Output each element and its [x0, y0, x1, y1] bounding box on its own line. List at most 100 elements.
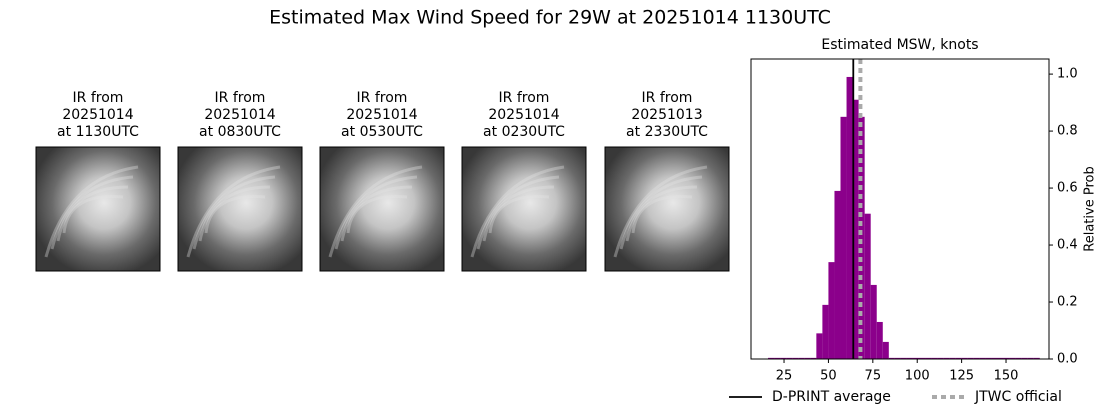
x-tick-label: 125	[949, 369, 974, 384]
image-label: IR from	[215, 90, 266, 106]
image-label: at 1130UTC	[57, 124, 139, 140]
ir-image	[177, 146, 303, 272]
bar	[1015, 357, 1022, 359]
bar	[888, 357, 895, 359]
bar	[1009, 357, 1016, 359]
bar	[937, 357, 944, 359]
cloud-band	[192, 175, 276, 250]
image-label: at 0530UTC	[341, 124, 423, 140]
cloud-band	[625, 185, 698, 242]
image-label: IR from	[499, 90, 550, 106]
bar	[1027, 357, 1034, 359]
bar	[840, 116, 847, 360]
bar	[846, 76, 853, 359]
bar	[876, 321, 883, 359]
ir-image	[604, 146, 730, 272]
bar	[780, 357, 787, 359]
bar	[991, 357, 998, 359]
bar	[925, 357, 932, 359]
bar	[1003, 357, 1010, 359]
bar	[955, 357, 962, 359]
bar	[828, 262, 835, 359]
bar	[858, 116, 865, 360]
bar	[1033, 357, 1040, 359]
cloud-band	[631, 194, 693, 234]
cloud-band	[470, 165, 565, 258]
ir-image	[35, 146, 161, 272]
image-label: IR from	[357, 90, 408, 106]
cloud-band	[346, 194, 408, 234]
ir-image	[319, 146, 445, 272]
bar	[882, 341, 889, 359]
y-tick-label: 0.2	[1057, 295, 1078, 310]
chart-title: Estimated MSW, knots	[821, 37, 978, 53]
bar	[973, 357, 980, 359]
cloud-band	[204, 194, 266, 234]
bar	[768, 357, 775, 359]
image-label: at 0230UTC	[483, 124, 565, 140]
bar	[979, 357, 986, 359]
x-tick-label: 100	[905, 369, 930, 384]
bar	[949, 357, 956, 359]
legend-label: JTWC official	[974, 389, 1062, 405]
bar	[912, 357, 920, 359]
bar	[919, 357, 926, 359]
cloud-band	[56, 185, 129, 242]
bar	[834, 190, 841, 359]
bar	[804, 357, 811, 359]
bar	[810, 357, 817, 359]
bar	[1021, 357, 1028, 359]
image-label: 20251013	[631, 107, 702, 123]
x-tick-label: 150	[994, 369, 1019, 384]
cloud-band	[186, 165, 281, 258]
y-tick-label: 0.4	[1057, 238, 1078, 253]
y-tick-label: 0.8	[1057, 124, 1078, 139]
image-label: 20251014	[488, 107, 559, 123]
legend-label: D-PRINT average	[772, 389, 891, 405]
bar	[900, 357, 907, 359]
bar	[870, 284, 877, 359]
bar	[864, 213, 871, 359]
image-label: 20251014	[62, 107, 133, 123]
bar	[774, 357, 781, 359]
cloud-band	[198, 185, 271, 242]
bar	[816, 333, 823, 359]
image-label: 20251014	[204, 107, 275, 123]
ir-image	[461, 146, 587, 272]
y-tick-label: 0.6	[1057, 181, 1078, 196]
cloud-band	[44, 165, 139, 258]
y-axis-label: Relative Prob	[1083, 166, 1098, 251]
bar	[852, 99, 859, 360]
y-tick-label: 0.0	[1057, 352, 1078, 367]
plot-frame	[750, 58, 1050, 360]
bar	[906, 357, 913, 359]
x-tick-label: 75	[865, 369, 882, 384]
cloud-band	[619, 175, 703, 250]
x-tick-label: 25	[776, 369, 793, 384]
bar	[985, 357, 992, 359]
cloud-band	[334, 175, 418, 250]
bar	[894, 357, 901, 359]
y-tick-label: 1.0	[1057, 67, 1078, 82]
cloud-band	[62, 194, 124, 234]
bar	[961, 357, 968, 359]
x-tick-label: 50	[820, 369, 837, 384]
image-label: 20251014	[346, 107, 417, 123]
image-label: at 2330UTC	[626, 124, 708, 140]
image-label: at 0830UTC	[199, 124, 281, 140]
cloud-band	[613, 165, 708, 258]
image-label: IR from	[73, 90, 124, 106]
bar	[931, 357, 938, 359]
cloud-band	[488, 194, 550, 234]
bar	[997, 357, 1004, 359]
cloud-band	[50, 175, 134, 250]
bar	[798, 357, 805, 359]
bar	[943, 357, 950, 359]
bar	[967, 357, 974, 359]
bar	[792, 357, 799, 359]
bar	[786, 357, 793, 359]
figure-title: Estimated Max Wind Speed for 29W at 2025…	[269, 7, 831, 29]
cloud-band	[340, 185, 413, 242]
